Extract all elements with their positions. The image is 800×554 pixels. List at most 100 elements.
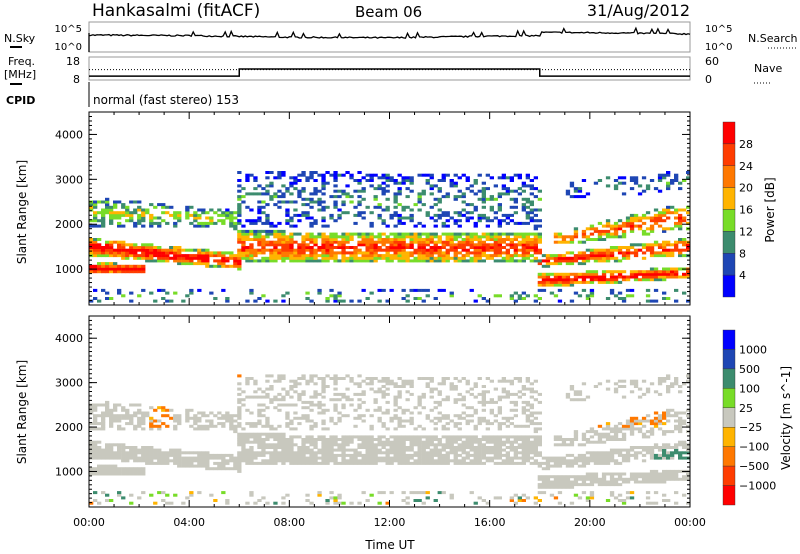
echo-cell — [365, 440, 370, 444]
echo-cell — [537, 235, 542, 239]
echo-cell — [337, 392, 342, 396]
echo-cell — [553, 480, 559, 484]
echo-cell — [201, 451, 206, 455]
echo-cell — [469, 216, 474, 220]
echo-cell — [365, 377, 370, 380]
echo-cell — [153, 419, 158, 423]
echo-cell — [93, 427, 98, 431]
echo-cell — [153, 246, 158, 249]
echo-cell — [325, 427, 330, 431]
echo-cell — [257, 422, 262, 426]
echo-cell — [89, 203, 94, 207]
echo-cell — [305, 243, 310, 247]
echo-cell — [601, 280, 607, 284]
echo-cell — [662, 208, 667, 212]
echo-cell — [625, 459, 631, 463]
echo-cell — [293, 179, 298, 182]
echo-cell — [601, 451, 607, 455]
echo-cell — [405, 398, 410, 402]
echo-cell — [613, 496, 619, 500]
echo-cell — [481, 189, 486, 193]
echo-cell — [666, 430, 671, 434]
echo-cell — [317, 235, 322, 239]
echo-cell — [233, 211, 238, 215]
echo-cell — [649, 448, 655, 452]
echo-cell — [169, 453, 174, 457]
echo-cell — [321, 216, 326, 220]
echo-cell — [441, 416, 446, 420]
echo-cell — [493, 419, 498, 423]
echo-cell — [133, 248, 138, 252]
echo-cell — [249, 208, 254, 212]
echo-cell — [573, 229, 579, 233]
echo-cell — [305, 176, 310, 180]
echo-cell — [269, 232, 274, 236]
echo-cell — [193, 262, 198, 266]
echo-cell — [309, 171, 314, 174]
echo-cell — [473, 243, 478, 247]
echo-cell — [133, 221, 138, 225]
echo-cell — [97, 219, 102, 223]
echo-cell — [613, 448, 619, 452]
echo-cell — [233, 464, 238, 468]
echo-cell — [341, 392, 346, 396]
echo-cell — [237, 229, 242, 233]
echo-cell — [589, 238, 595, 241]
echo-cell — [581, 477, 587, 481]
echo-cell — [305, 297, 310, 300]
echo-cell — [457, 176, 462, 180]
echo-cell — [349, 254, 354, 258]
echo-cell — [109, 270, 114, 274]
echo-cell — [273, 248, 278, 252]
echo-cell — [389, 448, 394, 452]
echo-cell — [281, 184, 286, 188]
echo-cell — [161, 288, 166, 292]
echo-cell — [549, 456, 555, 460]
echo-cell — [301, 461, 306, 465]
echo-cell — [113, 254, 118, 258]
echo-cell — [237, 424, 242, 428]
echo-cell — [201, 424, 206, 428]
echo-cell — [233, 459, 238, 463]
echo-cell — [581, 480, 587, 484]
echo-cell — [405, 235, 410, 239]
echo-cell — [341, 235, 346, 239]
echo-cell — [617, 270, 623, 274]
echo-cell — [117, 221, 122, 225]
echo-cell — [233, 262, 238, 266]
echo-cell — [373, 240, 378, 244]
echo-cell — [473, 181, 478, 185]
echo-cell — [313, 189, 318, 193]
echo-cell — [373, 197, 378, 201]
echo-cell — [341, 440, 346, 444]
echo-cell — [601, 475, 607, 479]
echo-cell — [505, 392, 510, 396]
echo-cell — [657, 270, 663, 274]
echo-cell — [445, 254, 450, 258]
echo-cell — [449, 438, 454, 441]
echo-cell — [113, 211, 118, 215]
echo-cell — [666, 275, 671, 279]
echo-cell — [513, 173, 518, 177]
echo-cell — [237, 213, 242, 217]
echo-cell — [533, 208, 538, 212]
echo-cell — [225, 419, 230, 423]
echo-cell — [613, 430, 619, 434]
echo-cell — [666, 377, 671, 380]
echo-cell — [253, 259, 258, 263]
colorbar-segment — [722, 231, 736, 254]
echo-cell — [405, 195, 410, 199]
echo-cell — [613, 232, 619, 236]
echo-cell — [397, 446, 402, 449]
echo-cell — [581, 232, 587, 236]
echo-cell — [577, 464, 583, 468]
echo-cell — [249, 451, 254, 455]
echo-cell — [569, 461, 575, 465]
echo-cell — [361, 256, 366, 260]
echo-cell — [525, 424, 530, 428]
echo-cell — [497, 422, 502, 426]
echo-cell — [353, 213, 358, 217]
echo-cell — [589, 294, 595, 298]
echo-cell — [177, 259, 182, 263]
echo-cell — [221, 422, 226, 426]
